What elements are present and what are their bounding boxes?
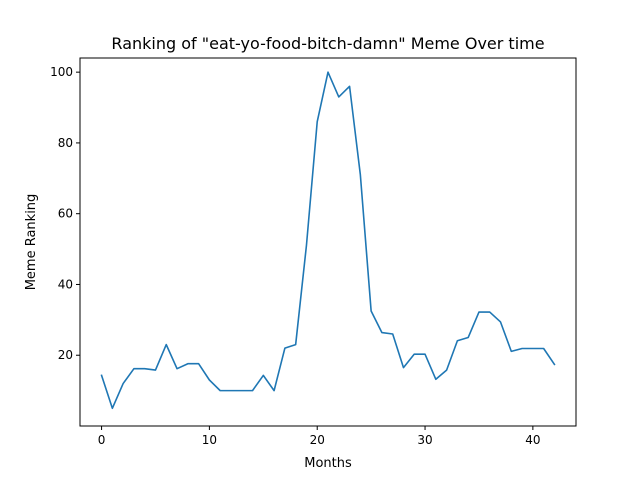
x-axis-label: Months [304,456,352,471]
x-tick-label: 0 [98,433,106,447]
x-axis: 0 10 20 30 40 [98,426,541,447]
y-tick-label: 60 [58,207,73,221]
chart-title: Ranking of "eat-yo-food-bitch-damn" Meme… [111,34,544,53]
x-tick-label: 10 [202,433,217,447]
y-tick-label: 80 [58,136,73,150]
y-tick-label: 40 [58,277,73,291]
y-tick-label: 20 [58,348,73,362]
x-tick-label: 40 [525,433,540,447]
axes-frame [79,57,577,427]
x-tick-label: 20 [310,433,325,447]
y-axis: 20 40 60 80 100 [50,65,80,362]
y-tick-label: 100 [50,65,73,79]
plot-area [100,71,556,410]
y-axis-label: Meme Ranking [24,194,39,291]
x-tick-label: 30 [417,433,432,447]
